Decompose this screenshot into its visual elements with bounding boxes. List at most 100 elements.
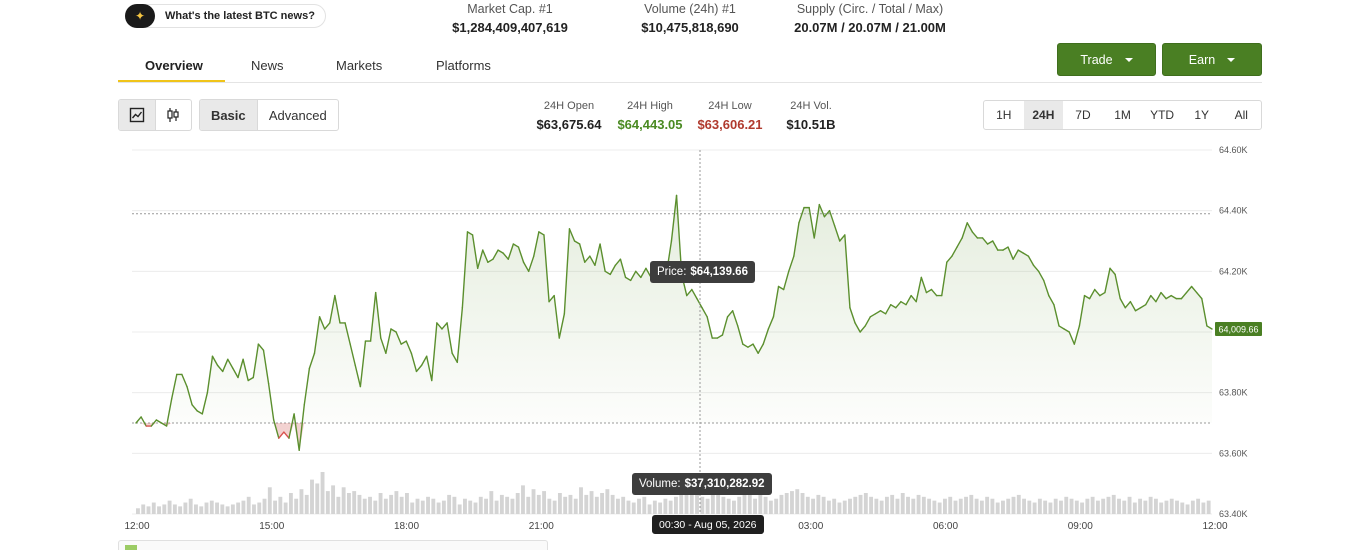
price-line-segment bbox=[910, 294, 917, 303]
volume-bar bbox=[1069, 498, 1074, 514]
price-line-segment bbox=[374, 291, 382, 339]
range-24h[interactable]: 24H bbox=[1023, 101, 1064, 129]
tab-overview[interactable]: Overview bbox=[145, 58, 203, 73]
range-all[interactable]: All bbox=[1234, 108, 1248, 122]
price-line-segment bbox=[833, 225, 841, 242]
price-line-segment bbox=[451, 352, 458, 364]
price-line-segment bbox=[701, 307, 708, 318]
tab-news[interactable]: News bbox=[251, 58, 284, 73]
price-line-segment bbox=[160, 422, 168, 427]
volume-bar bbox=[325, 491, 330, 514]
price-line-segment bbox=[186, 385, 193, 406]
section-tabs: Overview News Markets Platforms bbox=[118, 48, 1262, 83]
volume-bar bbox=[162, 504, 167, 514]
range-7d[interactable]: 7D bbox=[1075, 108, 1091, 122]
x-tick-label: 21:00 bbox=[529, 521, 554, 532]
market-cap-stat: Market Cap. #1 $1,284,409,407,619 bbox=[440, 2, 580, 35]
volume-bar bbox=[178, 506, 183, 514]
low-stat: 24H Low $63,606.21 bbox=[692, 100, 768, 132]
volume-bar bbox=[157, 506, 161, 514]
volume-bar bbox=[209, 500, 214, 514]
range-1y[interactable]: 1Y bbox=[1194, 108, 1210, 122]
ai-news-button[interactable]: ✦ What's the latest BTC news? bbox=[125, 4, 326, 28]
price-line-segment bbox=[640, 267, 647, 279]
x-tick-label: 03:00 bbox=[798, 521, 823, 532]
volume-bar bbox=[1037, 498, 1042, 514]
price-line-segment bbox=[971, 231, 979, 239]
candlestick-button[interactable] bbox=[156, 100, 192, 130]
volume-bar bbox=[447, 494, 452, 514]
price-line-segment bbox=[721, 316, 729, 336]
price-line-segment bbox=[573, 240, 581, 245]
volume-bar bbox=[985, 496, 990, 514]
below-open-fill bbox=[278, 423, 284, 439]
volume-bar bbox=[1180, 502, 1185, 514]
volume-bar bbox=[995, 502, 1000, 514]
price-line-segment bbox=[170, 373, 178, 400]
price-line-segment bbox=[772, 285, 780, 318]
price-line-segment bbox=[1139, 303, 1147, 309]
advanced-mode-button[interactable]: Advanced bbox=[268, 107, 327, 123]
price-line-segment bbox=[262, 349, 270, 385]
y-tick-label: 63.40K bbox=[1219, 509, 1248, 519]
volume-bar bbox=[605, 489, 610, 514]
price-line-segment bbox=[308, 352, 316, 370]
volume-bar bbox=[1153, 498, 1158, 514]
price-line-segment bbox=[798, 206, 805, 224]
price-line-segment bbox=[436, 322, 443, 330]
volume-bar bbox=[489, 491, 494, 514]
price-line-segment bbox=[420, 355, 428, 367]
price-line-segment bbox=[155, 419, 163, 424]
price-line-segment bbox=[578, 243, 586, 263]
volume-bar bbox=[505, 496, 510, 514]
earn-button[interactable]: Earn bbox=[1162, 43, 1262, 76]
earn-label: Earn bbox=[1188, 52, 1216, 67]
volume-bar bbox=[826, 500, 831, 514]
volume-bar bbox=[790, 491, 794, 514]
tab-markets[interactable]: Markets bbox=[336, 58, 383, 73]
volume-bar bbox=[315, 483, 320, 514]
volume-bar bbox=[853, 496, 858, 514]
price-line-segment bbox=[522, 261, 530, 273]
price-line-segment bbox=[874, 310, 882, 315]
price-line-segment bbox=[726, 310, 734, 318]
volume-bar bbox=[1053, 498, 1058, 514]
below-open-fill bbox=[283, 423, 289, 439]
range-1h[interactable]: 1H bbox=[996, 108, 1012, 122]
volume-bar bbox=[1169, 498, 1174, 514]
price-line-segment bbox=[1037, 270, 1045, 282]
price-line-segment bbox=[1155, 291, 1162, 303]
x-tick-label: 12:00 bbox=[124, 521, 149, 532]
price-line-segment bbox=[456, 307, 464, 364]
trade-button[interactable]: Trade bbox=[1057, 43, 1156, 76]
basic-mode-button[interactable]: Basic bbox=[200, 100, 258, 130]
volume-bar bbox=[900, 493, 905, 514]
volume-bar bbox=[943, 498, 947, 514]
price-line-segment bbox=[986, 240, 994, 245]
price-line-segment bbox=[191, 404, 198, 412]
volume-tooltip-label: Volume: bbox=[639, 478, 681, 490]
current-price-label: 64,009.66 bbox=[1218, 324, 1258, 334]
price-line-segment bbox=[1063, 328, 1070, 333]
range-ytd[interactable]: YTD bbox=[1150, 108, 1175, 122]
price-line-segment bbox=[1073, 325, 1081, 345]
market-cap-value: $1,284,409,407,619 bbox=[452, 20, 568, 35]
x-tick-label: 09:00 bbox=[1068, 521, 1093, 532]
price-line-segment bbox=[272, 419, 280, 439]
price-line-segment bbox=[181, 373, 188, 388]
volume-bar bbox=[768, 500, 773, 514]
volume-bar bbox=[1159, 502, 1164, 514]
price-line-segment bbox=[890, 303, 897, 309]
price-line-segment bbox=[1017, 249, 1025, 254]
price-line-segment bbox=[461, 231, 469, 309]
price-line-segment bbox=[1119, 297, 1127, 309]
price-line-segment bbox=[466, 231, 474, 236]
price-line-segment bbox=[813, 203, 821, 239]
price-line-segment bbox=[1185, 285, 1193, 294]
price-line-segment bbox=[385, 328, 392, 354]
range-1m[interactable]: 1M bbox=[1114, 108, 1131, 122]
price-line-segment bbox=[793, 222, 800, 257]
volume-bar bbox=[515, 493, 520, 514]
line-chart-button[interactable] bbox=[119, 100, 156, 130]
tab-platforms[interactable]: Platforms bbox=[436, 58, 491, 73]
